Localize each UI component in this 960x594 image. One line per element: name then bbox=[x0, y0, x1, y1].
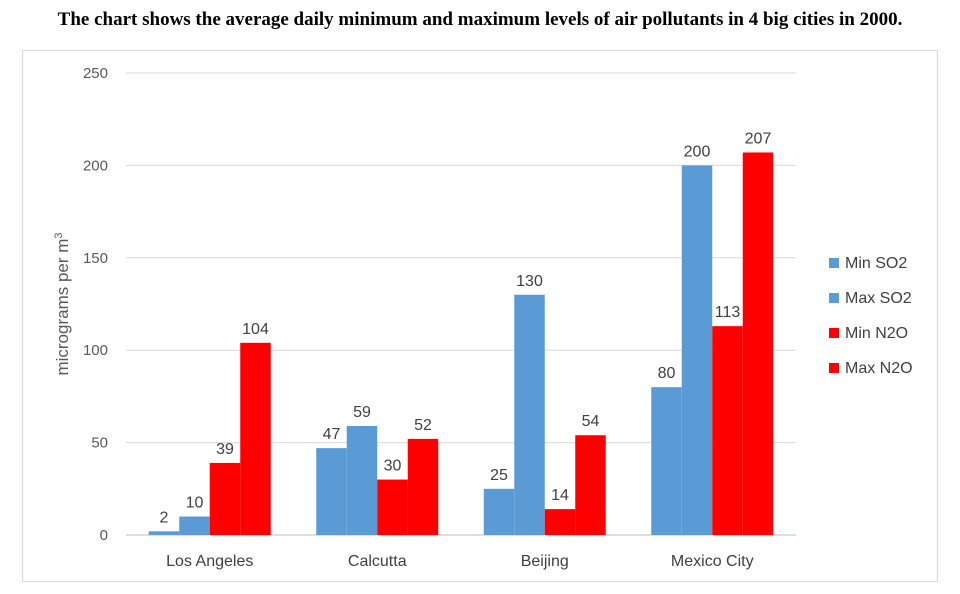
legend-swatch bbox=[829, 293, 839, 303]
data-label: 130 bbox=[516, 273, 543, 290]
category-labels: Los Angeles Calcutta Beijing Mexico City bbox=[166, 553, 753, 570]
bar bbox=[209, 462, 241, 535]
data-label: 200 bbox=[684, 143, 711, 160]
chart-title: The chart shows the average daily minimu… bbox=[57, 9, 903, 30]
y-axis-label-text: micrograms per m bbox=[53, 239, 72, 376]
y-axis-label: micrograms per m3 bbox=[53, 232, 72, 375]
data-label: 25 bbox=[490, 467, 508, 484]
bar bbox=[712, 326, 743, 535]
category-label: Calcutta bbox=[348, 553, 407, 570]
category-label: Los Angeles bbox=[166, 553, 253, 570]
data-label: 52 bbox=[414, 417, 432, 434]
legend-swatch bbox=[829, 328, 839, 338]
legend-label: Max SO2 bbox=[845, 290, 912, 307]
legend: Min SO2 Max SO2 Min N2O Max N2O bbox=[829, 255, 913, 377]
data-label: 47 bbox=[323, 426, 341, 443]
chart-frame bbox=[22, 50, 938, 582]
y-tick-label: 0 bbox=[100, 527, 108, 544]
data-label: 59 bbox=[353, 404, 371, 421]
data-label: 14 bbox=[551, 487, 569, 504]
data-label: 39 bbox=[216, 441, 234, 458]
bar bbox=[742, 152, 774, 536]
y-axis-ticks: 0 50 100 150 200 250 bbox=[83, 65, 108, 544]
bar bbox=[377, 479, 408, 535]
bar bbox=[148, 531, 180, 535]
bar bbox=[316, 448, 347, 535]
y-tick-label: 50 bbox=[91, 435, 108, 452]
y-tick-label: 200 bbox=[83, 157, 108, 174]
bar bbox=[514, 294, 545, 535]
data-label: 207 bbox=[745, 130, 772, 147]
bar bbox=[240, 342, 271, 535]
y-tick-label: 100 bbox=[83, 342, 108, 359]
bar bbox=[681, 165, 713, 535]
legend-label: Min SO2 bbox=[845, 255, 907, 272]
data-label: 104 bbox=[242, 321, 269, 338]
legend-label: Min N2O bbox=[845, 325, 908, 342]
y-tick-label: 150 bbox=[83, 250, 108, 267]
bar bbox=[483, 488, 515, 535]
data-label: 30 bbox=[384, 458, 402, 475]
bar bbox=[407, 438, 439, 535]
y-tick-label: 250 bbox=[83, 65, 108, 82]
data-label: 10 bbox=[186, 495, 204, 512]
category-label: Mexico City bbox=[671, 553, 754, 570]
bars bbox=[148, 152, 774, 536]
bar bbox=[544, 509, 576, 535]
data-label: 80 bbox=[658, 365, 676, 382]
bar bbox=[575, 435, 606, 535]
bar bbox=[346, 425, 378, 535]
data-label: 2 bbox=[160, 509, 169, 526]
data-label: 113 bbox=[715, 304, 741, 321]
bar bbox=[651, 387, 682, 535]
legend-swatch bbox=[829, 363, 839, 373]
data-label: 54 bbox=[582, 413, 600, 430]
data-labels: 2 10 39 104 47 59 30 52 25 130 14 54 80 200 113 207 bbox=[160, 130, 772, 526]
bar bbox=[179, 516, 210, 535]
legend-label: Max N2O bbox=[845, 360, 913, 377]
legend-swatch bbox=[829, 258, 839, 268]
category-label: Beijing bbox=[521, 553, 569, 570]
y-axis-label-superscript: 3 bbox=[53, 232, 65, 238]
